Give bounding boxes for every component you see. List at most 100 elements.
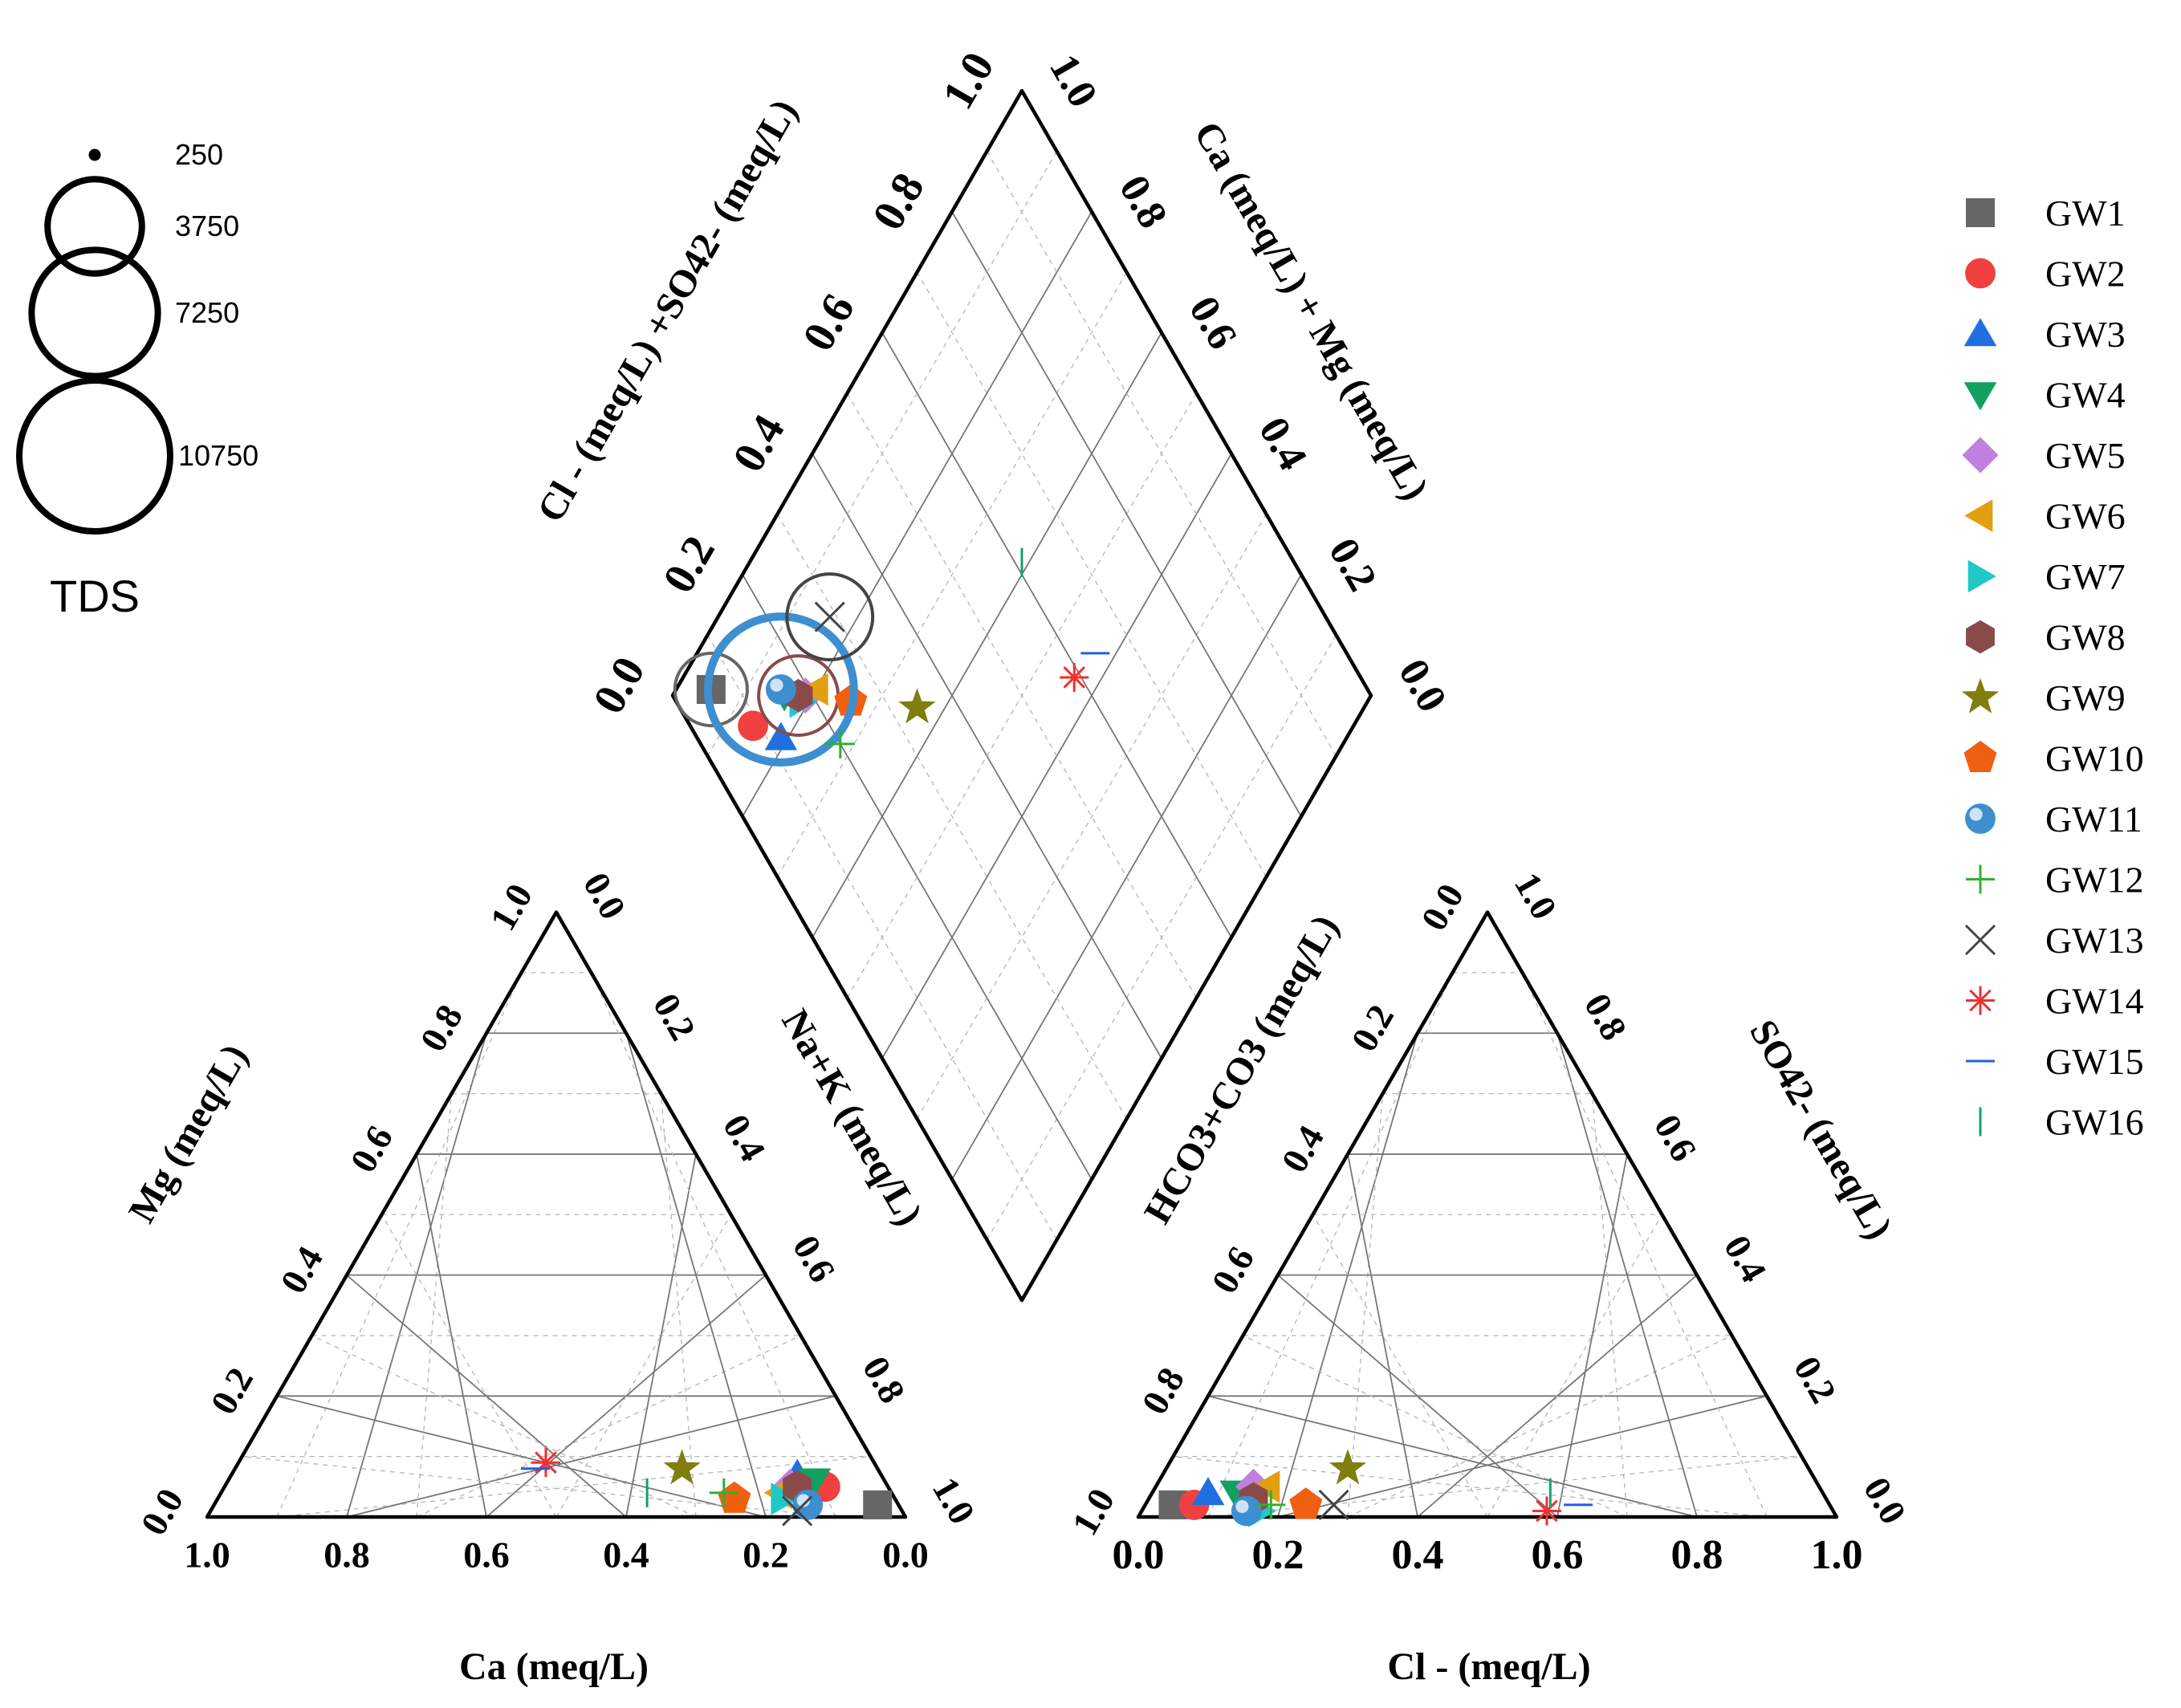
cation-left-tick-label: 0.0 [132,1482,191,1542]
series-gw3-legend-label: GW3 [2045,314,2126,355]
tds-legend-circle [28,246,161,380]
diamond-gridline [776,271,1128,877]
tds-legend-label: 3750 [175,209,239,242]
cation-left-tick-label: 1.0 [482,876,540,937]
series-gw14-diamond-marker [1060,662,1089,692]
series-gw2-legend-marker [1965,258,1996,289]
anion-right-tick-label: 0.6 [1646,1108,1705,1168]
series-gw9-legend-label: GW9 [2045,677,2126,718]
series-legend: GW1 GW2 GW3 GW4 GW5 GW6 GW7 GW8 GW9 GW10 GW11 GW12 G… [1961,193,2144,1143]
anion-triangle-gridline [1556,1032,1698,1518]
series-gw11-legend-label: GW11 [2045,799,2142,840]
cation-right-tick-label: 0.0 [576,865,634,925]
cation-left-tick-label: 0.6 [342,1119,401,1179]
axis-label-layer: Ca (meq/L) Mg (meq/L) Na+K (meq/L) Cl - … [120,92,1901,1688]
series-gw1-tds-circle [673,651,749,728]
series-gw11-legend-marker-highlight [1969,807,1983,821]
anion-triangle-outline [1136,910,1839,1519]
series-gw4-legend-label: GW4 [2045,375,2126,416]
series-gw3-diamond-marker [764,722,798,750]
cation-triangle-gridline [590,972,836,1518]
series-gw6-anion-marker [1251,1470,1280,1503]
cation-bottom-tick-label: 0.2 [743,1535,789,1576]
cation-triangle-gridline [625,1032,767,1518]
series-gw14-cation-marker [531,1448,560,1478]
tds-legend-title: TDS [50,571,140,621]
diamond-gridline [812,332,1162,938]
cation-left-axis-label: Mg (meq/L) [120,1037,256,1230]
series-gw13-legend-label: GW13 [2045,920,2144,961]
diamond-gridline [846,392,1198,998]
anion-triangle-gridline [1521,972,1768,1518]
anion-left-tick-label: 0.2 [1343,998,1402,1058]
diamond-gridline [986,151,1337,757]
series-gw4-legend-marker [1963,382,1997,411]
series-gw14-anion-marker-stroke [1536,1499,1558,1523]
diamond-right-tick-label: 0.2 [1320,531,1386,599]
cation-bottom-axis-label: Ca (meq/L) [459,1645,649,1688]
series-gw14-legend-label: GW14 [2045,981,2144,1022]
series-gw5-legend-marker-shape [1962,437,1999,474]
diamond-left-tick-label: 0.4 [723,407,795,481]
anion-left-tick-label: 0.8 [1133,1360,1192,1421]
data-marker-layer [520,547,1593,1527]
anion-right-tick-label: 0.0 [1856,1470,1914,1531]
anion-bottom-tick-label: 0.4 [1392,1532,1444,1578]
diamond-gridline [916,271,1268,877]
tds-legend-circle [88,148,101,161]
series-gw6-anion-marker-shape [1251,1470,1280,1503]
cation-right-tick-label: 1.0 [925,1470,983,1531]
anion-left-tick-label: 0.4 [1273,1119,1332,1179]
series-gw13-tds-circle [785,572,875,662]
series-gw10-legend-label: GW10 [2045,738,2144,779]
series-gw14-legend-marker [1966,986,1995,1015]
series-gw16-legend-label: GW16 [2045,1102,2144,1143]
cation-triangle-gridline [276,1395,767,1518]
cation-bottom-tick-label: 1.0 [184,1535,230,1576]
series-gw6-legend-marker [1964,499,1993,532]
series-gw4-cation-marker [798,1468,832,1497]
series-gw3-legend-marker-shape [1963,318,1997,347]
series-gw9-legend-marker-shape [1961,677,2000,714]
outline-layer [205,88,1839,1519]
cation-triangle-gridline [276,972,523,1518]
series-gw13-anion-marker [1318,1489,1349,1520]
anion-right-tick-label: 0.4 [1716,1229,1775,1289]
cation-triangle-gridline [660,1093,697,1518]
series-gw1-cation-marker-shape [863,1490,893,1519]
anion-left-tick-label: 0.6 [1203,1240,1262,1300]
series-gw11-cation-marker [792,1490,824,1520]
series-gw7-legend-label: GW7 [2045,556,2126,597]
anion-triangle-gridline [1207,972,1454,1518]
series-gw12-anion-marker [1256,1490,1286,1519]
cation-triangle-gridline [380,1214,557,1518]
anion-right-tick-label: 0.2 [1786,1349,1845,1409]
series-gw9-diamond-marker [898,688,936,724]
series-gw3-anion-marker-shape [1191,1477,1225,1506]
series-gw11-diamond-marker-highlight [770,678,783,692]
series-gw11-tds-circle [703,612,858,767]
series-gw14-anion-marker [1532,1496,1561,1526]
series-gw12-cation-marker [709,1478,739,1507]
tds-legend-label: 250 [175,138,223,171]
diamond-left-tick-label: 1.0 [933,44,1004,118]
tds-legend-label: 10750 [178,439,258,472]
diamond-right-tick-label: 1.0 [1040,47,1106,115]
cation-bottom-tick-label: 0.4 [603,1535,649,1576]
cation-right-tick-label: 0.4 [715,1108,774,1168]
diamond-right-tick-label: 0.6 [1180,289,1246,357]
cation-left-tick-label: 0.2 [202,1360,261,1421]
anion-bottom-tick-label: 1.0 [1811,1532,1863,1578]
anion-bottom-tick-label: 0.6 [1532,1532,1584,1578]
anion-triangle-gridline [1173,1456,1768,1518]
series-gw11-anion-marker [1231,1495,1262,1527]
series-gw2-legend-label: GW2 [2045,254,2126,295]
series-gw4-legend-marker-shape [1963,382,1997,411]
series-gw7-legend-marker [1967,559,1996,593]
cation-triangle-outline [205,910,908,1519]
series-gw14-diamond-marker-stroke [1063,666,1086,689]
anion-right-axis-label: SO42- (meq/L) [1741,1013,1901,1246]
anion-triangle-gridline [1417,1274,1698,1518]
cation-bottom-tick-label: 0.6 [463,1535,510,1576]
diamond-gridline [776,514,1128,1120]
